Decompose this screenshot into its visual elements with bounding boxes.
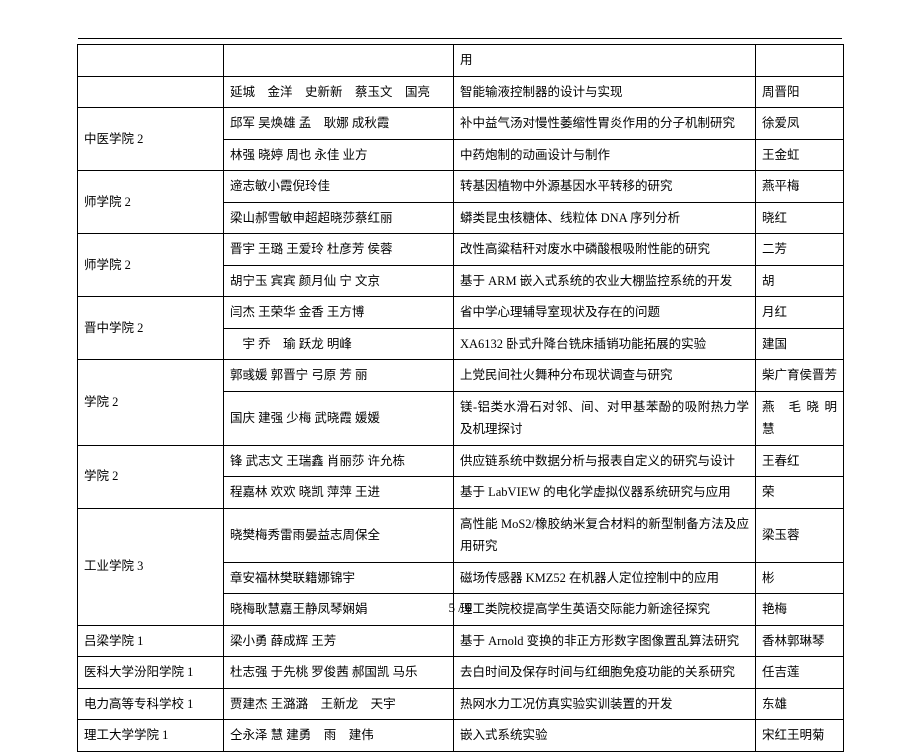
cell-members: 程嘉林 欢欢 晓凯 萍萍 王进: [224, 477, 454, 509]
cell-advisor: 周晋阳: [756, 76, 844, 108]
cell-advisor: 东雄: [756, 688, 844, 720]
cell-advisor: 晓红: [756, 202, 844, 234]
cell-members: 章安福林樊联籍娜锦宇: [224, 562, 454, 594]
table-row: 用: [78, 45, 844, 77]
cell-project: 补中益气汤对慢性萎缩性胃炎作用的分子机制研究: [454, 108, 756, 140]
cell-advisor: 柴广育侯晋芳: [756, 360, 844, 392]
table-row: 晋中学院 2闫杰 王荣华 金香 王方博省中学心理辅导室现状及存在的问题月红: [78, 297, 844, 329]
cell-project: 用: [454, 45, 756, 77]
cell-advisor: 宋红王明菊: [756, 720, 844, 752]
table-row: 吕梁学院 1梁小勇 薛成辉 王芳基于 Arnold 变换的非正方形数字图像置乱算…: [78, 625, 844, 657]
cell-members: 胡宁玉 宾宾 颜月仙 宁 文京: [224, 265, 454, 297]
cell-project: 基于 Arnold 变换的非正方形数字图像置乱算法研究: [454, 625, 756, 657]
cell-members: 林强 晓婷 周也 永佳 业方: [224, 139, 454, 171]
cell-advisor: 燕平梅: [756, 171, 844, 203]
cell-institution: [78, 45, 224, 77]
cell-institution: 吕梁学院 1: [78, 625, 224, 657]
cell-project: 蟒类昆虫核糖体、线粒体 DNA 序列分析: [454, 202, 756, 234]
cell-members: 郭彧媛 郭晋宁 弓原 芳 丽: [224, 360, 454, 392]
table-row: 电力高等专科学校 1贾建杰 王潞潞 王新龙 天宇热网水力工况仿真实验实训装置的开…: [78, 688, 844, 720]
table-row: 理工大学学院 1仝永泽 慧 建勇 雨 建伟嵌入式系统实验宋红王明菊: [78, 720, 844, 752]
cell-advisor: 建国: [756, 328, 844, 360]
cell-project: 改性高粱秸秆对废水中磷酸根吸附性能的研究: [454, 234, 756, 266]
page-top-rule: [78, 38, 842, 39]
cell-advisor: 彬: [756, 562, 844, 594]
table-row: 师学院 2晋宇 王璐 王爱玲 杜彦芳 侯蓉改性高粱秸秆对废水中磷酸根吸附性能的研…: [78, 234, 844, 266]
cell-advisor: 任吉莲: [756, 657, 844, 689]
table-row: 工业学院 3晓樊梅秀雷雨晏益志周保全高性能 MoS2/橡胶纳米复合材料的新型制备…: [78, 508, 844, 562]
cell-members: 邱军 吴焕雄 孟 耿娜 成秋霞: [224, 108, 454, 140]
cell-advisor: 香林郭琳琴: [756, 625, 844, 657]
cell-members: 贾建杰 王潞潞 王新龙 天宇: [224, 688, 454, 720]
cell-advisor: 月红: [756, 297, 844, 329]
cell-project: 上党民间社火舞种分布现状调查与研究: [454, 360, 756, 392]
cell-advisor: 燕 毛晓明 慧: [756, 391, 844, 445]
cell-members: 宇 乔 瑜 跃龙 明峰: [224, 328, 454, 360]
table-row: 师学院 2遆志敏小霞倪玲佳转基因植物中外源基因水平转移的研究燕平梅: [78, 171, 844, 203]
cell-members: 锋 武志文 王瑞鑫 肖丽莎 许允栋: [224, 445, 454, 477]
cell-project: 热网水力工况仿真实验实训装置的开发: [454, 688, 756, 720]
cell-members: 国庆 建强 少梅 武晓霞 媛媛: [224, 391, 454, 445]
cell-project: 智能输液控制器的设计与实现: [454, 76, 756, 108]
cell-advisor: 二芳: [756, 234, 844, 266]
cell-advisor: 梁玉蓉: [756, 508, 844, 562]
cell-members: [224, 45, 454, 77]
cell-institution: 学院 2: [78, 445, 224, 508]
cell-members: 闫杰 王荣华 金香 王方博: [224, 297, 454, 329]
page-number: 5 / 6: [0, 600, 920, 616]
cell-project: 嵌入式系统实验: [454, 720, 756, 752]
cell-institution: 电力高等专科学校 1: [78, 688, 224, 720]
cell-project: 中药炮制的动画设计与制作: [454, 139, 756, 171]
cell-institution: 师学院 2: [78, 171, 224, 234]
cell-advisor: 王春红: [756, 445, 844, 477]
table-row: 学院 2郭彧媛 郭晋宁 弓原 芳 丽上党民间社火舞种分布现状调查与研究柴广育侯晋…: [78, 360, 844, 392]
cell-members: 梁小勇 薛成辉 王芳: [224, 625, 454, 657]
cell-members: 梁山郝雪敏申超超晓莎蔡红丽: [224, 202, 454, 234]
cell-members: 遆志敏小霞倪玲佳: [224, 171, 454, 203]
cell-project: 镁-铝类水滑石对邻、间、对甲基苯酚的吸附热力学及机理探讨: [454, 391, 756, 445]
cell-project: 供应链系统中数据分析与报表自定义的研究与设计: [454, 445, 756, 477]
cell-institution: 师学院 2: [78, 234, 224, 297]
cell-project: 去白时间及保存时间与红细胞免疫功能的关系研究: [454, 657, 756, 689]
table-row: 医科大学汾阳学院 1杜志强 于先桃 罗俊茜 郝国凯 马乐去白时间及保存时间与红细…: [78, 657, 844, 689]
data-table: 用延城 金洋 史新新 蔡玉文 国亮智能输液控制器的设计与实现周晋阳中医学院 2邱…: [77, 44, 844, 752]
cell-advisor: 徐爱凤: [756, 108, 844, 140]
cell-institution: [78, 76, 224, 108]
cell-institution: 理工大学学院 1: [78, 720, 224, 752]
cell-advisor: 王金虹: [756, 139, 844, 171]
cell-advisor: 荣: [756, 477, 844, 509]
cell-members: 延城 金洋 史新新 蔡玉文 国亮: [224, 76, 454, 108]
table-row: 延城 金洋 史新新 蔡玉文 国亮智能输液控制器的设计与实现周晋阳: [78, 76, 844, 108]
cell-members: 杜志强 于先桃 罗俊茜 郝国凯 马乐: [224, 657, 454, 689]
table-row: 学院 2锋 武志文 王瑞鑫 肖丽莎 许允栋供应链系统中数据分析与报表自定义的研究…: [78, 445, 844, 477]
cell-project: 基于 LabVIEW 的电化学虚拟仪器系统研究与应用: [454, 477, 756, 509]
cell-project: 基于 ARM 嵌入式系统的农业大棚监控系统的开发: [454, 265, 756, 297]
cell-project: XA6132 卧式升降台铣床插销功能拓展的实验: [454, 328, 756, 360]
cell-advisor: 胡: [756, 265, 844, 297]
cell-project: 磁场传感器 KMZ52 在机器人定位控制中的应用: [454, 562, 756, 594]
cell-advisor: [756, 45, 844, 77]
table-row: 中医学院 2邱军 吴焕雄 孟 耿娜 成秋霞补中益气汤对慢性萎缩性胃炎作用的分子机…: [78, 108, 844, 140]
cell-institution: 医科大学汾阳学院 1: [78, 657, 224, 689]
cell-institution: 中医学院 2: [78, 108, 224, 171]
cell-project: 高性能 MoS2/橡胶纳米复合材料的新型制备方法及应用研究: [454, 508, 756, 562]
cell-institution: 学院 2: [78, 360, 224, 446]
cell-project: 省中学心理辅导室现状及存在的问题: [454, 297, 756, 329]
cell-members: 晓樊梅秀雷雨晏益志周保全: [224, 508, 454, 562]
cell-members: 仝永泽 慧 建勇 雨 建伟: [224, 720, 454, 752]
cell-institution: 晋中学院 2: [78, 297, 224, 360]
cell-members: 晋宇 王璐 王爱玲 杜彦芳 侯蓉: [224, 234, 454, 266]
cell-project: 转基因植物中外源基因水平转移的研究: [454, 171, 756, 203]
